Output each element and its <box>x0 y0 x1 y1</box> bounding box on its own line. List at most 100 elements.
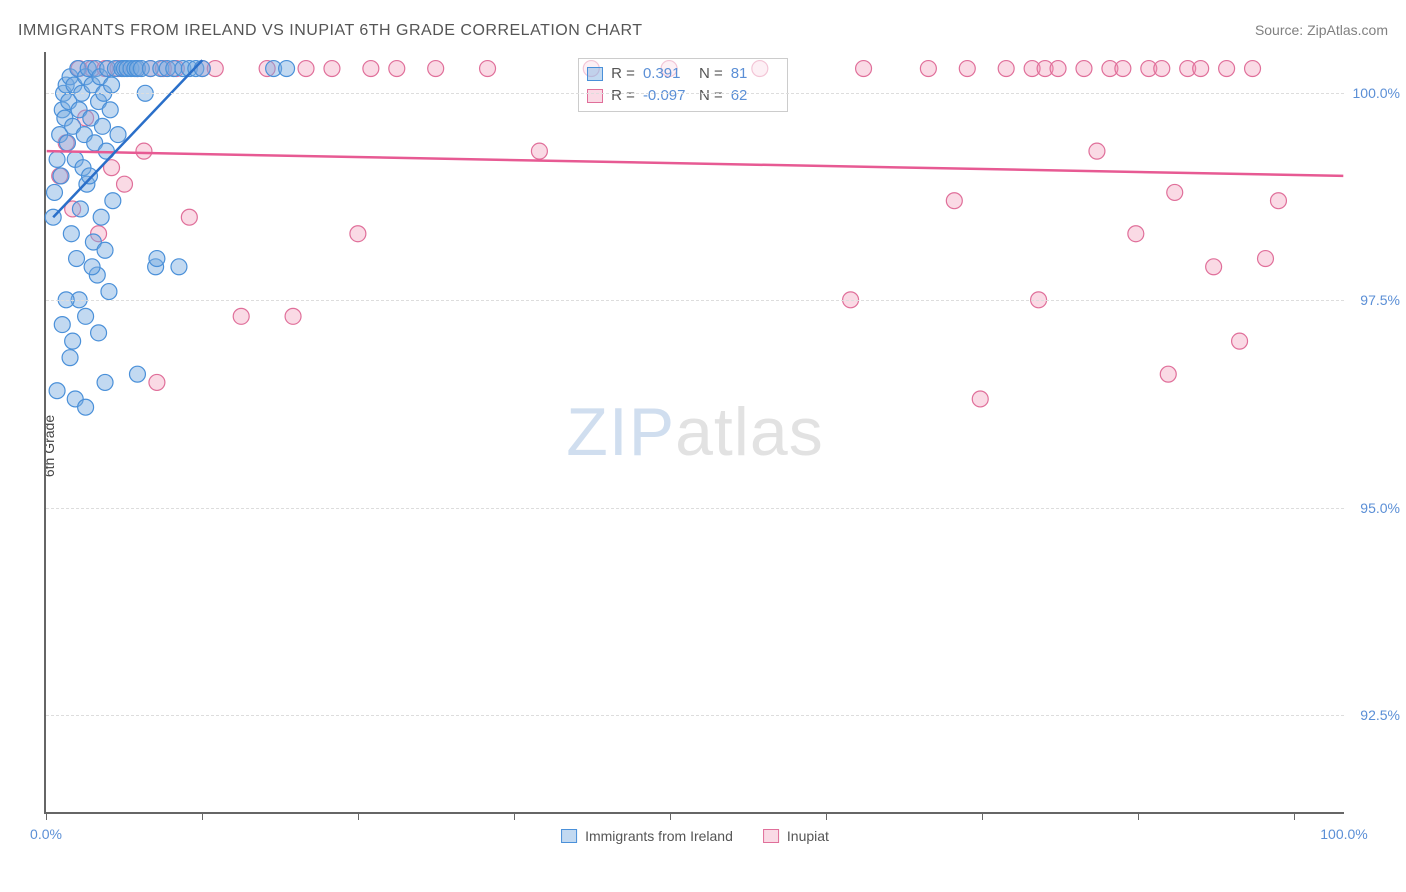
x-tick <box>670 812 671 820</box>
stats-swatch-1 <box>587 67 603 81</box>
data-point <box>136 143 152 159</box>
chart-container: IMMIGRANTS FROM IRELAND VS INUPIAT 6TH G… <box>0 0 1406 892</box>
data-point <box>1270 193 1286 209</box>
data-point <box>1245 61 1261 77</box>
data-point <box>49 383 65 399</box>
data-point <box>1258 251 1274 267</box>
data-point <box>78 308 94 324</box>
data-point <box>149 374 165 390</box>
data-point <box>1167 184 1183 200</box>
data-point <box>117 176 133 192</box>
trend-line <box>47 151 1344 176</box>
data-point <box>298 61 314 77</box>
data-point <box>350 226 366 242</box>
gridline-h <box>46 300 1344 301</box>
legend-swatch-2 <box>763 829 779 843</box>
data-point <box>285 308 301 324</box>
n-label-1: N = <box>699 63 723 85</box>
stats-row-1: R = 0.391 N = 81 <box>587 63 779 85</box>
data-point <box>82 168 98 184</box>
data-point <box>856 61 872 77</box>
data-point <box>149 251 165 267</box>
chart-svg <box>46 52 1344 812</box>
data-point <box>1232 333 1248 349</box>
data-point <box>105 193 121 209</box>
data-point <box>233 308 249 324</box>
data-point <box>480 61 496 77</box>
gridline-h <box>46 508 1344 509</box>
data-point <box>920 61 936 77</box>
data-point <box>49 151 65 167</box>
data-point <box>972 391 988 407</box>
data-point <box>102 102 118 118</box>
source-label: Source: <box>1255 22 1303 38</box>
data-point <box>181 209 197 225</box>
y-tick-label: 95.0% <box>1360 500 1400 516</box>
data-point <box>72 201 88 217</box>
r-label-1: R = <box>611 63 635 85</box>
data-point <box>171 259 187 275</box>
data-point <box>324 61 340 77</box>
data-point <box>1193 61 1209 77</box>
data-point <box>279 61 295 77</box>
data-point <box>97 242 113 258</box>
data-point <box>1206 259 1222 275</box>
data-point <box>78 399 94 415</box>
stats-legend: R = 0.391 N = 81 R = -0.097 N = 62 <box>578 58 788 112</box>
legend-item-2: Inupiat <box>763 828 829 844</box>
data-point <box>62 350 78 366</box>
data-point <box>84 259 100 275</box>
stats-swatch-2 <box>587 89 603 103</box>
r-value-1: 0.391 <box>643 63 691 85</box>
x-tick <box>982 812 983 820</box>
data-point <box>946 193 962 209</box>
n-label-2: N = <box>699 85 723 107</box>
data-point <box>65 333 81 349</box>
x-tick <box>1294 812 1295 820</box>
data-point <box>104 77 120 93</box>
data-point <box>101 284 117 300</box>
data-point <box>1115 61 1131 77</box>
x-tick <box>46 812 47 820</box>
data-point <box>63 226 79 242</box>
data-point <box>959 61 975 77</box>
data-point <box>389 61 405 77</box>
data-point <box>91 325 107 341</box>
data-point <box>110 127 126 143</box>
legend-label-2: Inupiat <box>787 828 829 844</box>
data-point <box>1160 366 1176 382</box>
data-point <box>1050 61 1066 77</box>
data-point <box>1089 143 1105 159</box>
data-point <box>54 317 70 333</box>
legend-item-1: Immigrants from Ireland <box>561 828 733 844</box>
data-point <box>531 143 547 159</box>
data-point <box>1154 61 1170 77</box>
n-value-2: 62 <box>731 85 779 107</box>
legend-label-1: Immigrants from Ireland <box>585 828 733 844</box>
x-tick <box>514 812 515 820</box>
data-point <box>194 61 210 77</box>
x-tick <box>202 812 203 820</box>
data-point <box>93 209 109 225</box>
n-value-1: 81 <box>731 63 779 85</box>
y-tick-label: 97.5% <box>1360 292 1400 308</box>
data-point <box>129 366 145 382</box>
gridline-h <box>46 715 1344 716</box>
x-max-label: 100.0% <box>1320 826 1367 842</box>
data-point <box>998 61 1014 77</box>
r-value-2: -0.097 <box>643 85 691 107</box>
y-tick-label: 92.5% <box>1360 707 1400 723</box>
x-tick <box>1138 812 1139 820</box>
chart-title: IMMIGRANTS FROM IRELAND VS INUPIAT 6TH G… <box>18 22 643 40</box>
data-point <box>363 61 379 77</box>
gridline-h <box>46 93 1344 94</box>
plot-area: ZIPatlas R = 0.391 N = 81 R = -0.097 N =… <box>44 52 1344 814</box>
data-point <box>1219 61 1235 77</box>
source-value: ZipAtlas.com <box>1307 22 1388 38</box>
data-point <box>69 251 85 267</box>
data-point <box>428 61 444 77</box>
data-point <box>97 374 113 390</box>
data-point <box>1128 226 1144 242</box>
x-min-label: 0.0% <box>30 826 62 842</box>
source-attribution: Source: ZipAtlas.com <box>1255 22 1388 38</box>
